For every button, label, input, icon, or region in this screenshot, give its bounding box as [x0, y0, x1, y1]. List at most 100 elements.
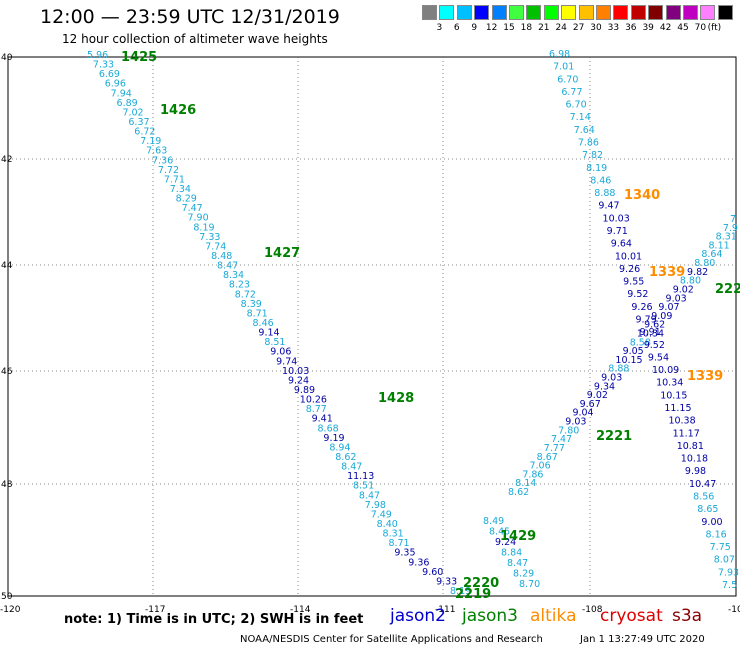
colorbar-tick-label: 12	[485, 23, 498, 33]
wave-height-value: 8.56	[693, 492, 714, 503]
wave-height-value: 8.31	[383, 529, 404, 540]
wave-height-value: 8.58	[630, 337, 651, 348]
wave-height-value: 9.07	[658, 302, 679, 313]
wave-height-value: 7.77	[544, 443, 565, 454]
wave-height-value: 7.86	[578, 138, 599, 149]
wave-height-value: 8.62	[335, 452, 356, 463]
pass-time-label: 2219	[455, 587, 491, 602]
wave-height-value: 8.67	[537, 452, 558, 463]
lat-tick-label: 40	[1, 53, 13, 63]
colorbar-swatch	[665, 5, 681, 20]
wave-height-value: 8.84	[501, 548, 522, 559]
colorbar-tick-label: 15	[503, 23, 515, 33]
wave-height-value: 9.03	[666, 293, 687, 304]
lon-tick-label: -111	[435, 605, 455, 615]
colorbar-tick-label: 18	[520, 23, 533, 33]
wave-height-value: 9.00	[701, 517, 722, 528]
map-title: 12:00 — 23:59 UTC 12/31/2019	[40, 6, 340, 28]
wave-height-value: 7.98	[365, 500, 386, 511]
wave-height-value: 6.98	[549, 49, 570, 60]
wave-height-value: 9.04	[572, 408, 593, 419]
wave-height-value: 8.80	[680, 276, 701, 287]
wave-height-value: 5.96	[87, 50, 108, 61]
wave-height-value: 8.31	[716, 232, 737, 243]
wave-height-value: 8.29	[513, 569, 534, 580]
wave-height-value: 7.90	[187, 213, 208, 224]
wave-height-value: 9.41	[312, 414, 333, 425]
wave-height-value: 8.47	[341, 462, 362, 473]
pass-time-label: 1339	[649, 265, 685, 280]
wave-height-value: 8.16	[706, 529, 727, 540]
pass-time-label: 1428	[378, 391, 414, 406]
wave-height-value: 8.19	[586, 163, 607, 174]
wave-height-value: 7.63	[146, 146, 167, 157]
legend-item-cryosat: cryosat	[600, 606, 663, 626]
wave-height-value: 11.15	[664, 403, 691, 414]
wave-height-value: 7.71	[164, 174, 185, 185]
wave-height-value: 10.18	[681, 454, 708, 465]
wave-height-value: 9.33	[436, 576, 457, 587]
colorbar-tick-label: 27	[572, 23, 585, 33]
wave-height-value: 7.34	[170, 184, 191, 195]
wave-height-value: 7.47	[551, 434, 572, 445]
wave-height-value: 9.60	[422, 567, 443, 578]
wave-height-value: 10.34	[637, 328, 664, 339]
wave-height-value: 9.67	[580, 399, 601, 410]
wave-height-value: 8.47	[359, 490, 380, 501]
lon-tick-label: -114	[290, 605, 311, 615]
wave-height-value: 8.40	[377, 519, 398, 530]
wave-height-value: 8.39	[241, 299, 262, 310]
legend-item-s3a: s3a	[672, 606, 703, 626]
wave-height-value: 10.09	[652, 365, 679, 376]
lon-tick-label: -120	[0, 605, 21, 615]
wave-height-value: 9.03	[601, 373, 622, 384]
wave-height-value: 10.26	[300, 395, 327, 406]
wave-height-value: 7	[730, 214, 736, 225]
colorbar-swatch	[456, 5, 472, 20]
wave-height-value: 9.34	[594, 381, 615, 392]
wave-height-value: 9.55	[623, 277, 644, 288]
wave-height-value: 6.72	[134, 127, 155, 138]
colorbar-tick-label: 39	[642, 23, 654, 33]
wave-height-value: 8.29	[176, 194, 197, 205]
wave-height-value: 9.89	[294, 385, 315, 396]
colorbar-tick-label: 9	[471, 23, 478, 33]
wave-height-value: 8.71	[247, 308, 268, 319]
wave-height-value: 9.26	[631, 302, 652, 313]
wave-height-value: 7.02	[122, 107, 143, 118]
wave-height-value: 9.54	[648, 352, 669, 363]
pass-time-label: 2221	[596, 429, 632, 444]
colorbar-swatch	[578, 5, 594, 20]
wave-height-value: 9.74	[276, 356, 297, 367]
lon-tick-label: -117	[145, 605, 165, 615]
wave-height-value: 11.17	[673, 428, 700, 439]
wave-height-value: 8.72	[235, 289, 256, 300]
wave-height-value: 10.34	[656, 378, 683, 389]
wave-height-value: 8.46	[253, 318, 274, 329]
wave-height-value: 6.69	[99, 69, 120, 80]
wave-height-value: 8.49	[483, 516, 504, 527]
wave-height-value: 6.70	[565, 100, 586, 111]
wave-height-value: 9.14	[258, 328, 279, 339]
wave-height-value: 7.80	[558, 425, 579, 436]
wave-height-value: 7.33	[199, 232, 220, 243]
wave-height-value: 8.47	[507, 558, 528, 569]
wave-height-value: 7.74	[205, 241, 226, 252]
wave-height-value: 9.03	[565, 417, 586, 428]
wave-height-value: 9.52	[627, 289, 648, 300]
wave-height-value: 9.35	[394, 548, 415, 559]
wave-height-value: 6.77	[561, 87, 582, 98]
colorbar-tick-label: 36	[625, 23, 637, 33]
wave-height-value: 9.52	[644, 340, 665, 351]
lat-tick-label: 48	[1, 480, 13, 490]
colorbar-tick-label: 42	[659, 23, 672, 33]
wave-height-value: 10.15	[615, 355, 642, 366]
wave-height-value: 7.5	[722, 580, 737, 591]
lat-tick-label: 50	[1, 592, 13, 602]
wave-height-value: 8.71	[388, 538, 409, 549]
wave-height-value: 7.06	[529, 461, 550, 472]
wave-height-value: 7.75	[710, 542, 731, 553]
wave-height-value: 8.65	[697, 504, 718, 515]
colorbar-tick-label: 21	[538, 23, 550, 33]
lat-tick-label: 42	[1, 155, 12, 165]
